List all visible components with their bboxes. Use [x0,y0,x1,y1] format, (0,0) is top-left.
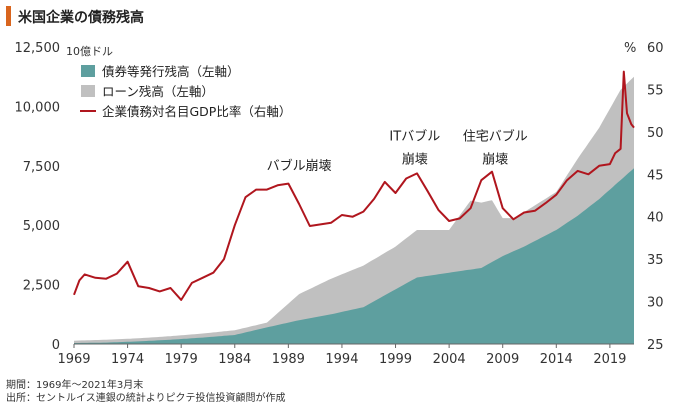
x-tick-label: 1989 [272,352,305,367]
left-tick-label: 12,500 [15,41,61,56]
right-axis-unit: % [624,41,636,56]
x-tick-label: 2009 [486,352,519,367]
series-bond-area [74,168,634,344]
annotation-label: バブル崩壊 [267,158,332,174]
right-tick-label: 55 [647,83,664,98]
annotation-label: ITバブル [389,128,440,144]
legend-label: 債券等発行残高（左軸） [102,64,240,79]
legend: 債券等発行残高（左軸） ローン残高（左軸） 企業債務対名目GDP比率（右軸） [80,64,291,119]
annotation-label: 崩壊 [402,152,428,167]
right-tick-label: 25 [647,338,664,353]
series-ratio-line [73,70,635,301]
right-tick-label: 45 [647,168,664,183]
annotation-label: 崩壊 [482,152,508,167]
right-tick-label: 50 [647,126,664,141]
x-tick-label: 1999 [379,352,412,367]
left-tick-label: 7,500 [23,160,60,175]
right-tick-label: 30 [647,296,664,311]
left-axis-unit: 10億ドル [66,45,113,58]
annotation-label: 住宅バブル [463,128,528,144]
left-tick-label: 10,000 [15,100,61,115]
legend-label: 企業債務対名目GDP比率（右軸） [102,104,291,119]
legend-label: ローン残高（左軸） [102,84,214,99]
x-tick-label: 2004 [433,352,466,367]
legend-swatch [81,85,95,97]
x-tick-label: 1979 [165,352,198,367]
line-layer [73,70,635,301]
area-layer [74,76,634,344]
axes-layer: 0 2,500 5,000 7,500 10,000 12,500 25 30 35 40 45 50… [15,41,664,367]
legend-swatch [81,65,95,77]
x-tick-label: 1994 [325,352,358,367]
left-tick-label: 5,000 [23,219,60,234]
x-tick-label: 1974 [111,352,144,367]
x-tick-label: 2019 [593,352,626,367]
left-tick-label: 2,500 [23,279,60,294]
right-tick-label: 60 [647,41,664,56]
x-tick-label: 1984 [218,352,251,367]
footer-source: 出所：セントルイス連銀の統計よりピクテ投信投資顧問が作成 [6,393,286,404]
footer-period: 期間：1969年～2021年3月末 [6,380,144,391]
right-tick-label: 40 [647,211,664,226]
x-tick-label: 1969 [57,352,90,367]
chart-title: 米国企業の債務残高 [18,10,144,26]
x-tick-label: 2014 [540,352,573,367]
right-tick-label: 35 [647,253,664,268]
left-tick-label: 0 [52,338,60,353]
title-accent-bar [6,6,11,26]
